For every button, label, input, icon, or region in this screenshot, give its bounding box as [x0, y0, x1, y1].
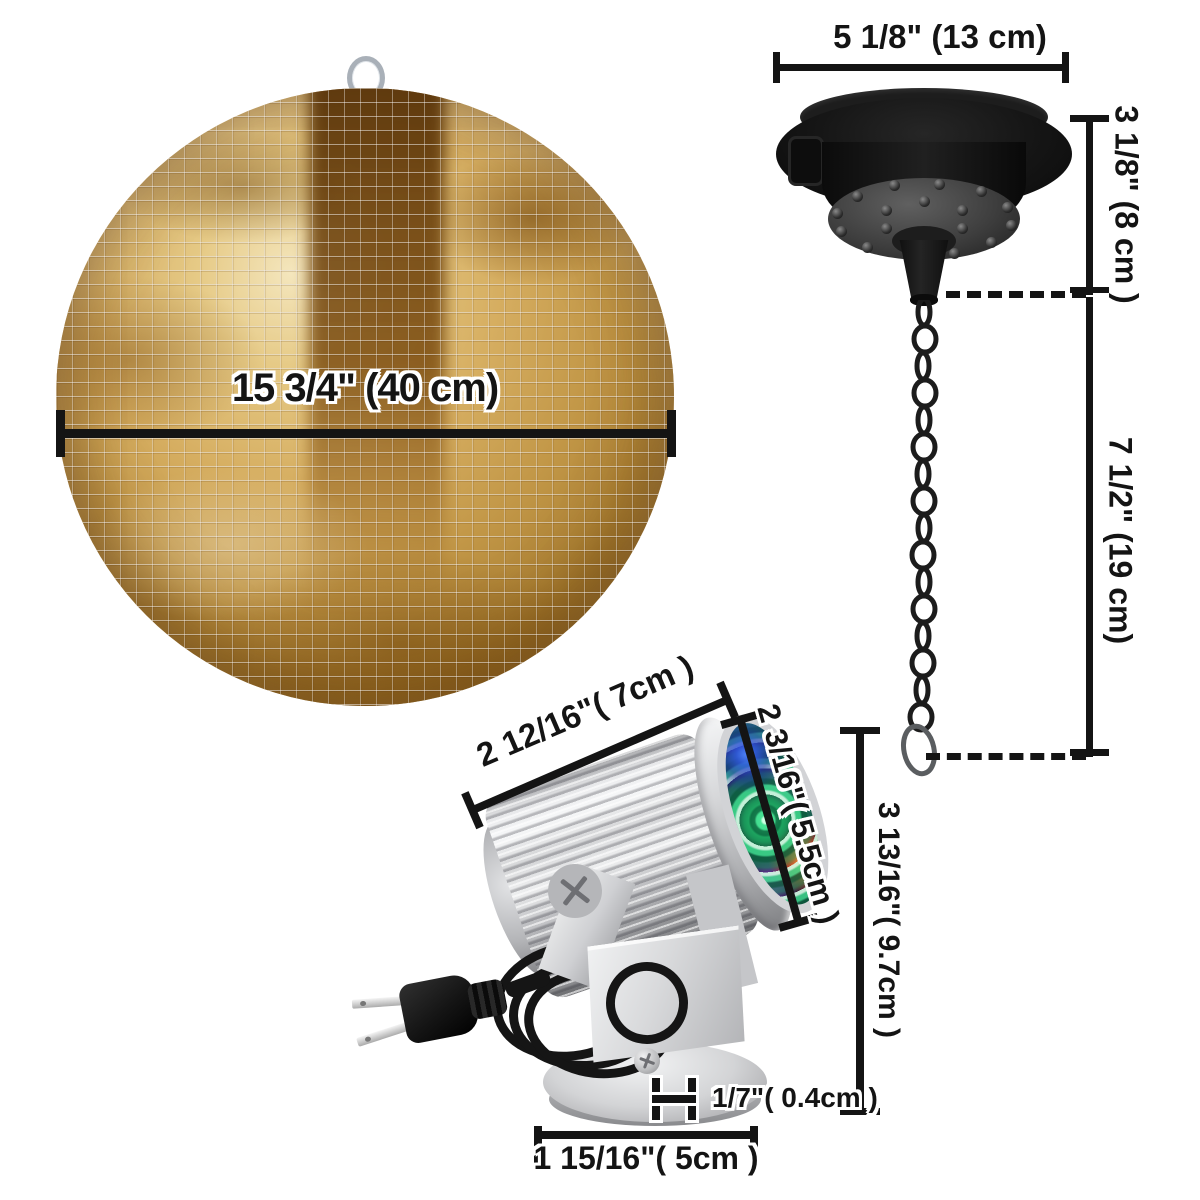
- spot-height-label: 3 13/16"( 9.7cm ): [872, 801, 905, 1039]
- base-diameter-label: 1 15/16"( 5cm ): [533, 1140, 759, 1176]
- screw: [919, 196, 930, 207]
- plug-strain-relief: [466, 978, 509, 1021]
- screw: [1002, 202, 1013, 213]
- prong-hole: [364, 1035, 372, 1043]
- screw: [832, 208, 843, 219]
- screw: [881, 223, 892, 234]
- screw: [889, 180, 900, 191]
- dimension-tick: [652, 1095, 696, 1103]
- plug-prong: [351, 996, 407, 1009]
- motor-height-dimension-line: [1086, 118, 1093, 295]
- screw: [881, 205, 892, 216]
- motor-power-switch: [788, 136, 824, 186]
- dimension-tick: [750, 1126, 758, 1166]
- chain-length-label: 7 1/2" (19 cm): [1102, 436, 1139, 645]
- dimension-tick: [534, 1126, 542, 1166]
- hanging-chain: [901, 300, 939, 777]
- bracket-pivot-screw: [548, 864, 602, 918]
- dimension-tick: [840, 1108, 880, 1115]
- plug-body: [397, 972, 482, 1046]
- screw: [976, 186, 987, 197]
- screw: [949, 248, 960, 259]
- ball-diameter-label: 15 3/4" (40 cm): [231, 366, 499, 410]
- screw: [934, 179, 945, 190]
- gold-disco-ball: [56, 88, 674, 706]
- motor-height-label: 3 1/8" (8 cm ): [1108, 105, 1145, 304]
- dimension-tick: [1070, 749, 1109, 756]
- power-plug: [351, 949, 527, 1086]
- motor-spindle-cone: [899, 240, 949, 298]
- chain-length-dimension-line: [1086, 297, 1093, 757]
- screw: [862, 242, 873, 253]
- extension-dashed-line: [946, 291, 1086, 298]
- spot-height-dimension-line: [856, 730, 864, 1115]
- ball-diameter-dimension-line: [60, 429, 672, 438]
- dimension-tick: [1070, 287, 1109, 293]
- screw: [836, 226, 847, 237]
- plug-prong: [356, 1021, 411, 1047]
- base-diameter-dimension-line: [538, 1131, 754, 1139]
- screw: [957, 205, 968, 216]
- dimension-tick: [56, 410, 65, 457]
- dimension-tick: [773, 52, 780, 83]
- ball-mirror-tiles: [56, 88, 674, 706]
- extension-dashed-line: [926, 753, 1086, 760]
- dimension-tick: [1062, 52, 1069, 83]
- screw: [986, 237, 997, 248]
- motor-width-dimension-line: [776, 64, 1066, 71]
- screw: [957, 223, 968, 234]
- dimension-tick: [667, 410, 676, 457]
- screw: [1006, 220, 1017, 231]
- motor-width-label: 5 1/8" (13 cm): [833, 18, 1047, 55]
- screw: [852, 191, 863, 202]
- base-thickness-label: 1/7"( 0.4cm ): [712, 1082, 878, 1113]
- base-screw: [634, 1048, 660, 1074]
- prong-hole: [359, 1000, 367, 1007]
